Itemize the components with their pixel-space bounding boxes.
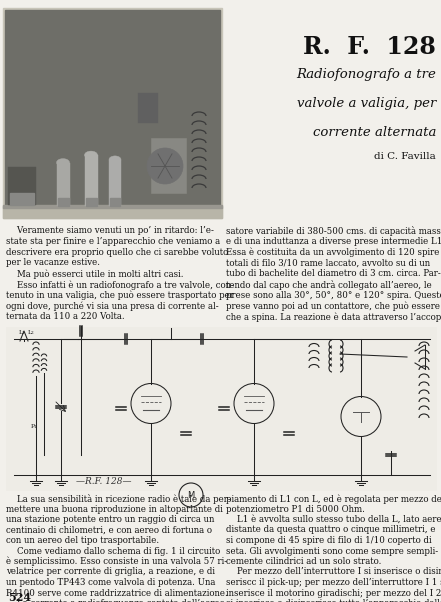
Bar — [85, 155, 98, 206]
Bar — [109, 160, 121, 206]
Bar — [10, 193, 34, 205]
Bar — [57, 163, 70, 206]
Bar — [3, 8, 222, 218]
Text: con un aereo del tipo trasportabile.: con un aereo del tipo trasportabile. — [6, 536, 159, 545]
Text: che a spina. La reazione è data attraverso l’accop-: che a spina. La reazione è data attraver… — [226, 312, 441, 322]
Text: si inserisce o disinserisce tutto l’apparecchio dalla: si inserisce o disinserisce tutto l’appa… — [226, 599, 441, 602]
Bar — [407, 351, 415, 363]
Text: Veramente siamo venuti un po’ in ritardo: l’e-: Veramente siamo venuti un po’ in ritardo… — [6, 226, 214, 235]
Bar — [138, 93, 158, 123]
Ellipse shape — [109, 156, 121, 163]
Text: per le vacanze estive.: per le vacanze estive. — [6, 258, 100, 267]
Text: distante da questa quattro o cinque millimetri, e: distante da questa quattro o cinque mill… — [226, 526, 436, 535]
Bar — [8, 167, 36, 205]
Text: corrente alternata: corrente alternata — [313, 126, 436, 139]
Text: Come vediamo dallo schema di fig. 1 il circuito: Come vediamo dallo schema di fig. 1 il c… — [6, 547, 220, 556]
Text: tenuto in una valigia, che può essere trasportato per: tenuto in una valigia, che può essere tr… — [6, 291, 234, 300]
Text: R.  F.  128: R. F. 128 — [303, 35, 436, 59]
Text: inserisce il motorino giradischi; per mezzo del I 2: inserisce il motorino giradischi; per me… — [226, 589, 441, 598]
Bar — [6, 327, 436, 490]
Ellipse shape — [85, 151, 97, 159]
Text: di C. Favilla: di C. Favilla — [374, 152, 436, 161]
Text: è semplicissimo. Esso consiste in una valvola 57 ri-: è semplicissimo. Esso consiste in una va… — [6, 557, 227, 566]
Bar — [58, 198, 69, 206]
Text: prese vanno poi ad un contattore, che può essere an-: prese vanno poi ad un contattore, che pu… — [226, 302, 441, 311]
Text: La corrente a radiofrequenza captata dall’aereo: La corrente a radiofrequenza captata dal… — [6, 599, 225, 602]
Text: La sua sensibilità in ricezione radio è tale da per-: La sua sensibilità in ricezione radio è … — [6, 494, 231, 504]
Ellipse shape — [56, 158, 70, 166]
Text: L1 è avvolta sullo stesso tubo della L, lato aereo,: L1 è avvolta sullo stesso tubo della L, … — [226, 515, 441, 524]
Text: si compone di 45 spire di filo di 1/10 coperto di: si compone di 45 spire di filo di 1/10 c… — [226, 536, 432, 545]
Text: mettere una buona riproduzione in altoparlante di: mettere una buona riproduzione in altopa… — [6, 504, 223, 514]
Text: ogni dove, purché vi sia una presa di corrente al-: ogni dove, purché vi sia una presa di co… — [6, 302, 219, 311]
Bar — [5, 10, 220, 206]
Bar — [151, 138, 186, 193]
Text: potenziometro P1 di 5000 Ohm.: potenziometro P1 di 5000 Ohm. — [226, 504, 365, 514]
Text: cemente cilindrici ad un solo strato.: cemente cilindrici ad un solo strato. — [226, 557, 381, 566]
Text: P₁: P₁ — [31, 424, 37, 429]
Text: ternata da 110 a 220 Volta.: ternata da 110 a 220 Volta. — [6, 312, 125, 321]
Bar — [168, 328, 174, 338]
Text: Radiofonografo a tre: Radiofonografo a tre — [296, 68, 436, 81]
Bar — [3, 205, 222, 208]
Text: M: M — [187, 491, 194, 500]
Text: Per mezzo dell’interruttore I si inserisce o disin-: Per mezzo dell’interruttore I si inseris… — [226, 568, 441, 577]
Text: seta. Gli avvolgimenti sono come sempre sempli-: seta. Gli avvolgimenti sono come sempre … — [226, 547, 438, 556]
Circle shape — [147, 148, 183, 184]
Text: —R.F. 128—: —R.F. 128— — [76, 477, 131, 486]
Text: tubo di bachelite del diametro di 3 cm. circa. Par-: tubo di bachelite del diametro di 3 cm. … — [226, 269, 441, 278]
Text: Ma può esserci utile in molti altri casi.: Ma può esserci utile in molti altri casi… — [6, 269, 183, 279]
Text: state sta per finire e l’apparecchio che veniamo a: state sta per finire e l’apparecchio che… — [6, 237, 220, 246]
Bar — [86, 198, 97, 206]
Text: totali di filo 3/10 rame laccato, avvolto su di un: totali di filo 3/10 rame laccato, avvolt… — [226, 258, 430, 267]
Text: Essa è costituita da un avvolgimento di 120 spire: Essa è costituita da un avvolgimento di … — [226, 247, 439, 257]
Text: prese sono alla 30°, 50°, 80° e 120° spira. Queste: prese sono alla 30°, 50°, 80° e 120° spi… — [226, 291, 441, 300]
Bar — [110, 198, 120, 206]
Text: satore variabile di 380-500 cms. di capacità massima: satore variabile di 380-500 cms. di capa… — [226, 226, 441, 236]
Text: valvole a valigia, per: valvole a valigia, per — [297, 97, 436, 110]
Text: un pentodo TP443 come valvola di potenza. Una: un pentodo TP443 come valvola di potenza… — [6, 578, 215, 587]
Text: una stazione potente entro un raggio di circa un: una stazione potente entro un raggio di … — [6, 515, 214, 524]
Text: centinaio di chilometri, e con aereo di fortuna o: centinaio di chilometri, e con aereo di … — [6, 526, 212, 535]
Text: R4100 serve come raddrizzatrice di alimentazione.: R4100 serve come raddrizzatrice di alime… — [6, 589, 228, 598]
Bar — [3, 206, 222, 218]
Text: seriscc il pick-up; per mezzo dell’interruttore I 1 si: seriscc il pick-up; per mezzo dell’inter… — [226, 578, 441, 587]
Text: velatrice per corrente di griglia, a reazione, e di: velatrice per corrente di griglia, a rea… — [6, 568, 215, 577]
Text: e di una induttanza a diverse prese intermedie L1.: e di una induttanza a diverse prese inte… — [226, 237, 441, 246]
Text: descrivere era proprio quello che ci sarebbe voluto: descrivere era proprio quello che ci sar… — [6, 247, 228, 256]
Text: 524: 524 — [8, 592, 31, 602]
Text: L₁: L₁ — [19, 330, 25, 335]
Text: L₂: L₂ — [28, 330, 34, 335]
Text: piamento di L1 con L, ed è regolata per mezzo del: piamento di L1 con L, ed è regolata per … — [226, 494, 441, 503]
Text: tendo dal capo che andrà collegato all’aereo, le: tendo dal capo che andrà collegato all’a… — [226, 280, 432, 290]
Text: Esso infatti è un radiofonografo a tre valvole, con-: Esso infatti è un radiofonografo a tre v… — [6, 280, 234, 290]
